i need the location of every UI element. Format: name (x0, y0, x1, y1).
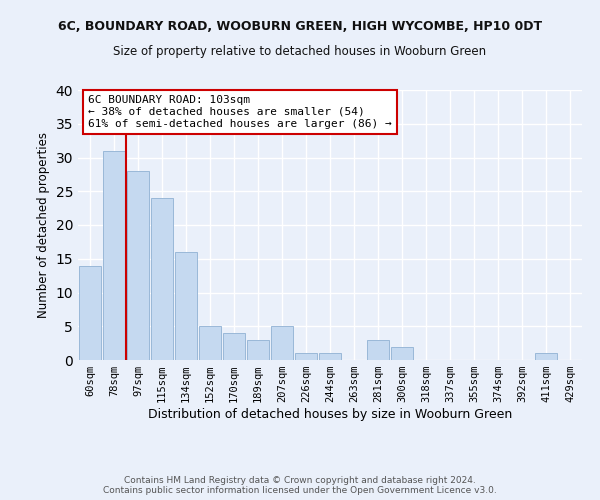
Text: 6C BOUNDARY ROAD: 103sqm
← 38% of detached houses are smaller (54)
61% of semi-d: 6C BOUNDARY ROAD: 103sqm ← 38% of detach… (88, 96, 392, 128)
Bar (151, 198, 173, 360)
Text: Size of property relative to detached houses in Wooburn Green: Size of property relative to detached ho… (113, 45, 487, 58)
Bar (223, 333, 245, 360)
Y-axis label: Number of detached properties: Number of detached properties (37, 132, 50, 318)
Bar (535, 353, 557, 360)
Text: Contains HM Land Registry data © Crown copyright and database right 2024.
Contai: Contains HM Land Registry data © Crown c… (103, 476, 497, 495)
Bar (295, 353, 317, 360)
Bar (247, 340, 269, 360)
Bar (391, 346, 413, 360)
Bar (319, 353, 341, 360)
Bar (79, 266, 101, 360)
Bar (367, 340, 389, 360)
Bar (127, 171, 149, 360)
Bar (175, 252, 197, 360)
Bar (103, 151, 125, 360)
Bar (199, 326, 221, 360)
Text: 6C, BOUNDARY ROAD, WOOBURN GREEN, HIGH WYCOMBE, HP10 0DT: 6C, BOUNDARY ROAD, WOOBURN GREEN, HIGH W… (58, 20, 542, 33)
Bar (271, 326, 293, 360)
X-axis label: Distribution of detached houses by size in Wooburn Green: Distribution of detached houses by size … (148, 408, 512, 421)
